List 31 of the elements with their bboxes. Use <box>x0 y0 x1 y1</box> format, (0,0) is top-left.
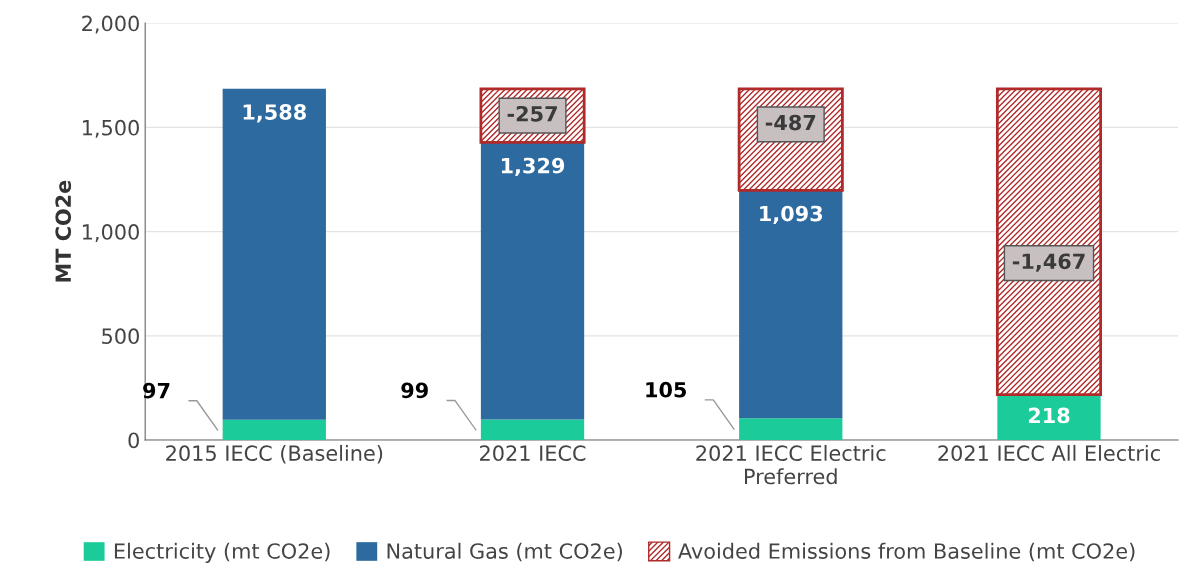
x-tick-label: 2021 IECC Electric Preferred <box>696 444 886 485</box>
bar <box>997 394 1101 441</box>
bar <box>222 88 326 420</box>
y-axis-title: MT CO2e <box>55 180 72 282</box>
data-label: 1,329 <box>501 157 565 177</box>
legend-label: Natural Gas (mt CO2e) <box>387 542 622 562</box>
data-label: 105 <box>646 381 687 398</box>
bar <box>739 190 843 419</box>
legend-label: Avoided Emissions from Baseline (mt CO2e) <box>678 542 1135 562</box>
data-label: 1,588 <box>243 104 306 123</box>
legend-label: Electricity (mt CO2e) <box>114 542 330 563</box>
data-label: 218 <box>1028 407 1070 424</box>
bar <box>739 418 843 441</box>
data-label: -257 <box>507 105 557 122</box>
bar <box>222 419 326 441</box>
data-label: -1,467 <box>1012 253 1085 272</box>
x-tick-label: 2021 IECC <box>480 445 586 462</box>
x-tick-label: 2021 IECC All Electric <box>938 444 1160 462</box>
x-tick-label: 2015 IECC (Baseline) <box>166 444 383 464</box>
data-label: 97 <box>143 382 170 399</box>
bar <box>480 419 585 441</box>
data-label: 99 <box>401 382 428 399</box>
y-tick-label: 0 <box>128 432 139 449</box>
y-tick-label: 500 <box>102 328 139 345</box>
data-label: 1,093 <box>760 205 823 225</box>
data-label: -487 <box>765 114 816 131</box>
bar <box>995 87 1103 396</box>
y-tick-label: 1,000 <box>82 224 139 242</box>
y-tick-label: 1,500 <box>82 119 139 138</box>
y-tick-label: 2,000 <box>82 15 139 34</box>
bar <box>480 142 585 420</box>
